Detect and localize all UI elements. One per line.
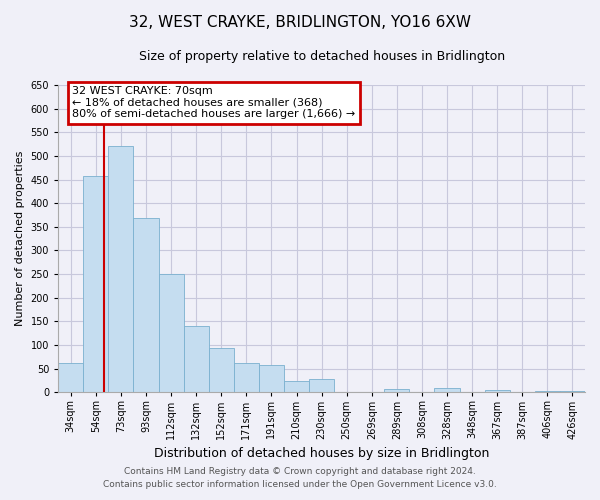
Bar — [234, 363, 259, 392]
Text: Contains HM Land Registry data © Crown copyright and database right 2024.
Contai: Contains HM Land Registry data © Crown c… — [103, 468, 497, 489]
Bar — [284, 380, 309, 392]
Bar — [385, 388, 409, 392]
Title: Size of property relative to detached houses in Bridlington: Size of property relative to detached ho… — [139, 50, 505, 63]
Bar — [309, 379, 334, 392]
Text: 32, WEST CRAYKE, BRIDLINGTON, YO16 6XW: 32, WEST CRAYKE, BRIDLINGTON, YO16 6XW — [129, 15, 471, 30]
Y-axis label: Number of detached properties: Number of detached properties — [15, 151, 25, 326]
Bar — [434, 388, 460, 392]
Bar — [209, 348, 234, 393]
Bar — [535, 391, 560, 392]
Bar — [83, 176, 109, 392]
Bar — [133, 218, 158, 392]
Bar — [58, 363, 83, 392]
Bar — [485, 390, 510, 392]
Text: 32 WEST CRAYKE: 70sqm
← 18% of detached houses are smaller (368)
80% of semi-det: 32 WEST CRAYKE: 70sqm ← 18% of detached … — [72, 86, 355, 119]
Bar — [184, 326, 209, 392]
X-axis label: Distribution of detached houses by size in Bridlington: Distribution of detached houses by size … — [154, 447, 489, 460]
Bar — [560, 391, 585, 392]
Bar — [158, 274, 184, 392]
Bar — [259, 366, 284, 392]
Bar — [109, 146, 133, 392]
